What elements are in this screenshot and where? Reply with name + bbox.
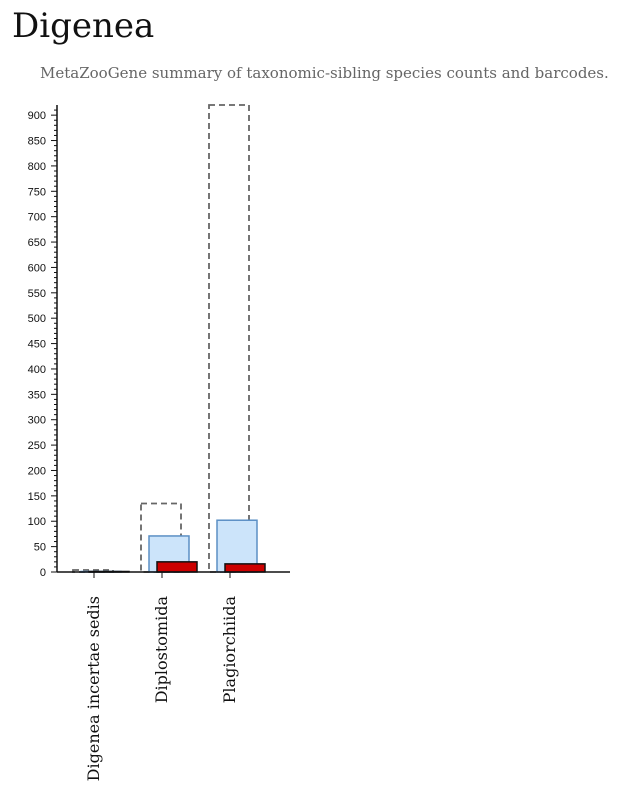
y-tick-label: 800 (28, 161, 46, 173)
y-tick-label: 250 (28, 440, 46, 452)
bar-total-species (208, 104, 250, 573)
y-tick-label: 650 (28, 237, 46, 249)
y-tick-label: 850 (28, 136, 46, 148)
y-tick-label: 350 (28, 389, 46, 401)
x-category-label: Plagiorchiida (220, 596, 239, 704)
y-tick-label: 600 (28, 262, 46, 274)
x-axis: Digenea incertae sedis Diplostomida Plagio… (57, 571, 290, 781)
y-tick-label: 500 (28, 313, 46, 325)
y-tick-label: 0 (40, 567, 46, 579)
page-subtitle: MetaZooGene summary of taxonomic-sibling… (40, 64, 609, 82)
page-title: Digenea (12, 6, 155, 46)
x-category-label: Diplostomida (152, 596, 171, 704)
y-tick-label: 900 (28, 110, 46, 122)
y-tick-label: 100 (28, 516, 46, 528)
bar-barcodes (224, 563, 266, 573)
y-tick-label: 750 (28, 186, 46, 198)
y-tick-label: 550 (28, 288, 46, 300)
y-tick-label: 400 (28, 364, 46, 376)
x-category-label: Digenea incertae sedis (84, 596, 103, 781)
y-tick-label: 700 (28, 212, 46, 224)
y-tick-label: 300 (28, 415, 46, 427)
y-tick-label: 150 (28, 491, 46, 503)
y-axis: 0 50 100 150 200 250 300 350 400 450 500 550 600 650 7… (28, 105, 58, 579)
y-tick-label: 450 (28, 339, 46, 351)
y-tick-label: 200 (28, 465, 46, 477)
y-tick-label: 50 (34, 542, 46, 554)
bar-barcodes (156, 561, 198, 573)
bars-group (72, 104, 266, 573)
